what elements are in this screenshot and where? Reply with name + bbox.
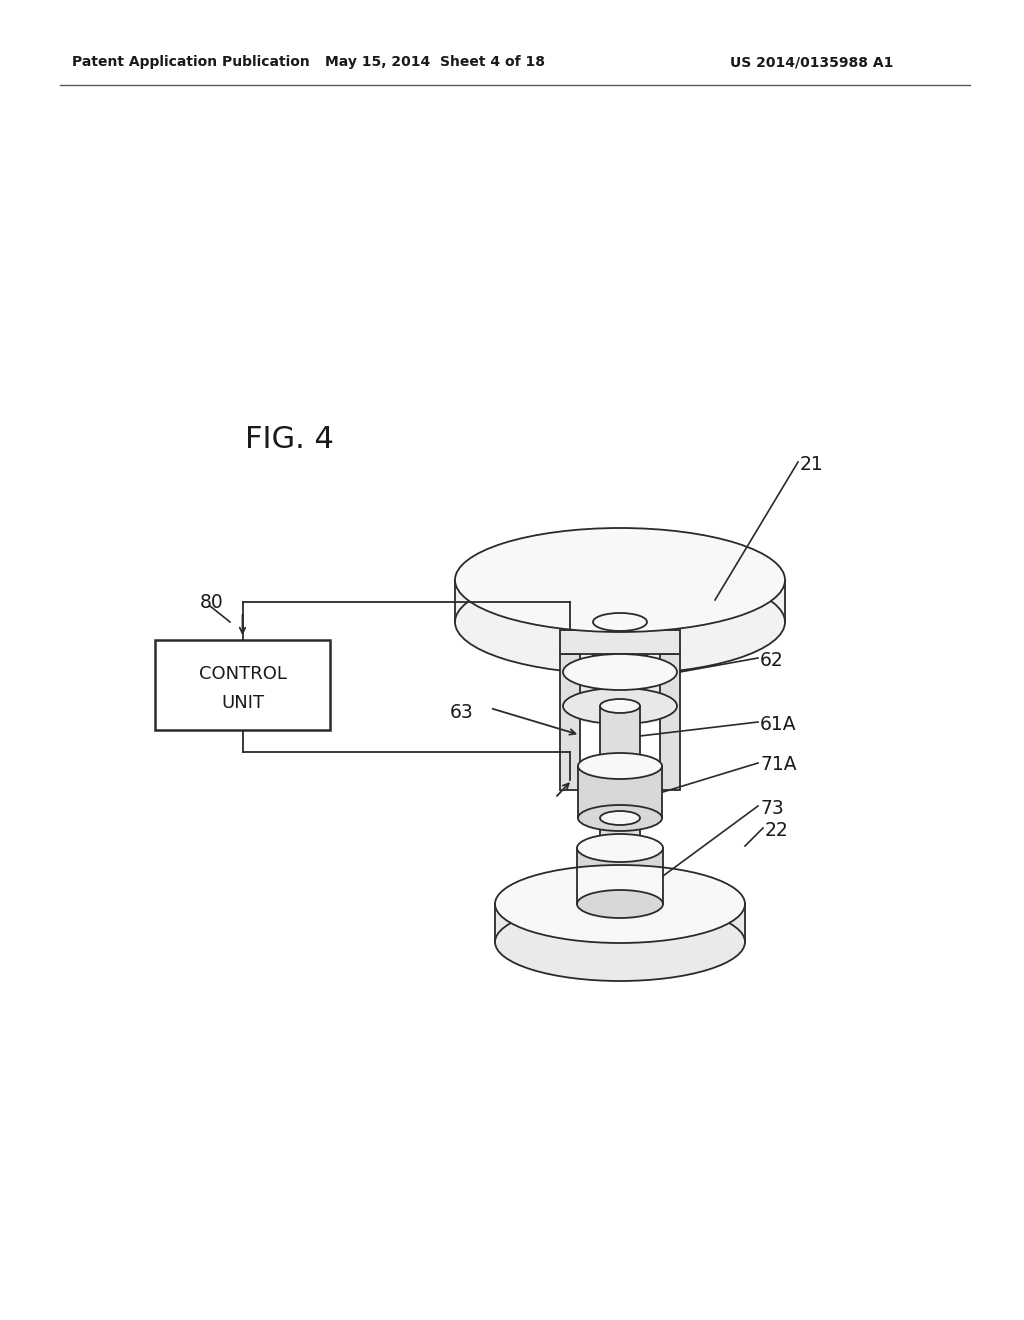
Polygon shape (600, 706, 640, 766)
Ellipse shape (577, 890, 663, 917)
Text: 73: 73 (760, 799, 783, 817)
Text: 61A: 61A (760, 714, 797, 734)
Ellipse shape (600, 759, 640, 774)
Ellipse shape (600, 700, 640, 713)
Ellipse shape (455, 528, 785, 632)
Polygon shape (600, 818, 640, 847)
Text: UNIT: UNIT (221, 694, 264, 711)
Text: US 2014/0135988 A1: US 2014/0135988 A1 (730, 55, 893, 69)
Bar (660, 653, 680, 789)
Polygon shape (578, 766, 662, 818)
Ellipse shape (563, 653, 677, 690)
Text: 80: 80 (200, 593, 224, 611)
Bar (155, 640, 330, 730)
Ellipse shape (593, 663, 647, 681)
Text: FIG. 4: FIG. 4 (245, 425, 334, 454)
Ellipse shape (600, 810, 640, 825)
Ellipse shape (495, 865, 745, 942)
Ellipse shape (578, 805, 662, 832)
Polygon shape (577, 847, 663, 904)
Polygon shape (455, 579, 785, 622)
Bar (560, 630, 680, 653)
Bar (560, 653, 580, 789)
Polygon shape (495, 904, 745, 942)
Text: 71A: 71A (760, 755, 797, 775)
Ellipse shape (495, 903, 745, 981)
Text: 21: 21 (800, 455, 823, 474)
Ellipse shape (600, 841, 640, 855)
Ellipse shape (455, 570, 785, 675)
Ellipse shape (593, 612, 647, 631)
Text: 62: 62 (760, 651, 783, 669)
Polygon shape (563, 672, 677, 706)
Ellipse shape (577, 834, 663, 862)
Text: May 15, 2014  Sheet 4 of 18: May 15, 2014 Sheet 4 of 18 (325, 55, 545, 69)
Text: Patent Application Publication: Patent Application Publication (72, 55, 309, 69)
Text: 22: 22 (765, 821, 788, 840)
Ellipse shape (563, 688, 677, 723)
Text: CONTROL: CONTROL (199, 665, 287, 684)
Ellipse shape (578, 752, 662, 779)
Text: 63: 63 (450, 702, 474, 722)
Polygon shape (593, 622, 647, 672)
